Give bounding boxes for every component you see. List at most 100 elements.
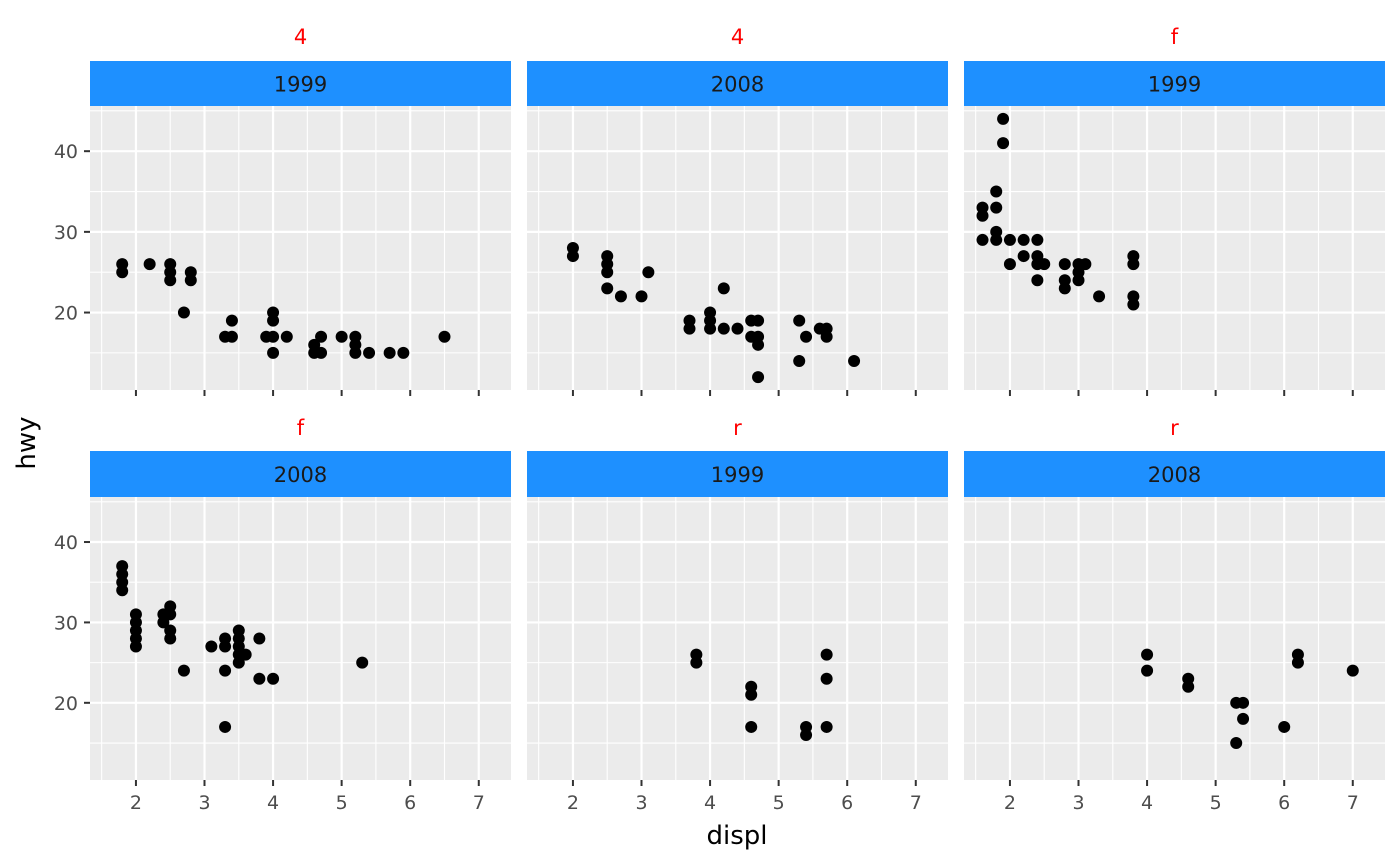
data-point: [356, 656, 369, 669]
data-point: [383, 346, 396, 359]
facet-panel-5: r 1999 2 3 4 5 6 7: [527, 416, 948, 814]
data-point: [731, 322, 744, 335]
data-point: [820, 672, 833, 685]
x-axis-title: displ: [706, 821, 767, 851]
data-point: [232, 656, 245, 669]
data-point: [1291, 656, 1304, 669]
data-point: [976, 209, 989, 222]
facet-panel-4: f 2008 20 30 40 2 3 4 5 6 7: [54, 416, 511, 814]
data-point: [990, 201, 1003, 214]
x-tick-label: 7: [1347, 792, 1359, 814]
x-tick-label: 2: [130, 792, 142, 814]
facet-strip: [90, 451, 511, 497]
panel-background: [527, 106, 948, 390]
data-point: [1058, 282, 1071, 295]
facet-panel-6: r 2008 2 3 4 5 6 7: [964, 416, 1385, 814]
data-point: [642, 266, 655, 279]
data-point: [363, 346, 376, 359]
data-point: [335, 330, 348, 343]
data-point: [752, 338, 765, 351]
data-point: [1003, 258, 1016, 271]
panel-background: [90, 497, 511, 780]
facet-strip-label: 1999: [1148, 73, 1201, 97]
facet-panel-1: 4 1999 20 30 40: [54, 25, 511, 396]
data-point: [566, 250, 579, 263]
data-point: [800, 728, 813, 741]
data-point: [752, 314, 765, 327]
data-point: [717, 322, 730, 335]
panel-background: [964, 497, 1385, 780]
data-point: [315, 346, 328, 359]
data-point: [253, 672, 266, 685]
data-point: [1017, 233, 1030, 246]
data-point: [1079, 258, 1092, 271]
x-tick-label: 6: [1278, 792, 1290, 814]
data-point: [793, 314, 806, 327]
data-point: [1127, 298, 1140, 311]
outer-facet-label: r: [733, 416, 742, 440]
data-point: [280, 330, 293, 343]
x-tick-label: 5: [1210, 792, 1222, 814]
data-point: [116, 266, 129, 279]
outer-facet-label: 4: [294, 25, 307, 49]
x-tick-label: 6: [404, 792, 416, 814]
panel-background: [964, 106, 1385, 390]
data-point: [1141, 664, 1154, 677]
facet-strip: [527, 61, 948, 106]
data-point: [164, 632, 177, 645]
data-point: [820, 330, 833, 343]
data-point: [267, 330, 280, 343]
data-point: [800, 330, 813, 343]
facet-strip-label: 2008: [274, 463, 327, 487]
facet-strip-label: 1999: [711, 463, 764, 487]
panel-background: [527, 497, 948, 780]
y-tick-label: 20: [54, 303, 78, 325]
data-point: [129, 640, 142, 653]
facet-strip-label: 2008: [1148, 463, 1201, 487]
data-point: [1003, 233, 1016, 246]
data-point: [225, 330, 238, 343]
data-point: [1031, 274, 1044, 287]
data-point: [997, 112, 1010, 125]
x-tick-label: 4: [704, 792, 716, 814]
data-point: [717, 282, 730, 295]
data-point: [614, 290, 627, 303]
data-point: [184, 274, 197, 287]
data-point: [820, 648, 833, 661]
panel-background: [90, 106, 511, 390]
x-tick-label: 7: [910, 792, 922, 814]
data-point: [315, 330, 328, 343]
data-point: [820, 720, 833, 733]
data-point: [601, 266, 614, 279]
data-point: [438, 330, 451, 343]
data-point: [219, 664, 232, 677]
data-point: [1182, 680, 1195, 693]
x-tick-label: 4: [1141, 792, 1153, 814]
facet-panel-3: f 1999: [964, 25, 1385, 396]
data-point: [1346, 664, 1359, 677]
x-tick-label: 3: [198, 792, 210, 814]
facet-strip: [90, 61, 511, 106]
data-point: [349, 346, 362, 359]
outer-facet-label: 4: [731, 25, 744, 49]
data-point: [1127, 258, 1140, 271]
data-point: [635, 290, 648, 303]
data-point: [1237, 696, 1250, 709]
data-point: [704, 322, 717, 335]
data-point: [793, 354, 806, 367]
x-tick-label: 2: [567, 792, 579, 814]
data-point: [397, 346, 410, 359]
data-point: [990, 185, 1003, 198]
data-point: [157, 616, 170, 629]
facet-panel-2: 4 2008: [527, 25, 948, 396]
x-tick-label: 3: [1072, 792, 1084, 814]
data-point: [1038, 258, 1051, 271]
data-point: [177, 664, 190, 677]
data-point: [164, 274, 177, 287]
data-point: [745, 688, 758, 701]
facet-strip: [964, 451, 1385, 497]
data-point: [1230, 737, 1243, 750]
y-tick-label: 40: [54, 532, 78, 554]
data-point: [1237, 712, 1250, 725]
